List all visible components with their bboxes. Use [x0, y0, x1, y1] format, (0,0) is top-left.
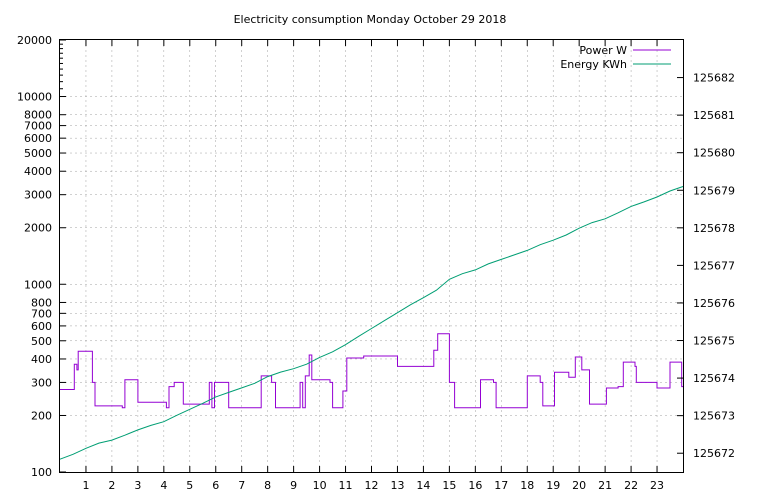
y2-tick-label: 125672: [693, 447, 735, 460]
legend-label-energy: Energy KWh: [560, 58, 627, 71]
y-tick-label: 10000: [17, 91, 52, 104]
y-tick-label: 700: [31, 307, 52, 320]
y2-tick-label: 125676: [693, 297, 735, 310]
y2-tick-label: 125677: [693, 259, 735, 272]
x-tick-label: 8: [264, 479, 271, 492]
series-line-energy: [59, 186, 684, 460]
y-tick-label: 200: [31, 409, 52, 422]
x-tick-label: 12: [365, 479, 379, 492]
plot-frame: [59, 39, 684, 473]
x-tick-label: 14: [416, 479, 430, 492]
x-tick-label: 18: [520, 479, 534, 492]
chart-title: Electricity consumption Monday October 2…: [234, 13, 507, 26]
x-tick-label: 11: [339, 479, 353, 492]
x-tick-label: 19: [546, 479, 560, 492]
legend-label-power: Power W: [579, 44, 627, 57]
y2-tick-label: 125679: [693, 184, 735, 197]
x-tick-label: 1: [82, 479, 89, 492]
x-tick-label: 3: [134, 479, 141, 492]
y-tick-label: 4000: [24, 165, 52, 178]
x-tick-label: 13: [390, 479, 404, 492]
x-tick-label: 10: [313, 479, 327, 492]
x-tick-label: 7: [238, 479, 245, 492]
grid-layer: [60, 40, 683, 472]
series-layer: [59, 186, 684, 460]
y2-tick-label: 125678: [693, 222, 735, 235]
x-tick-label: 20: [572, 479, 586, 492]
y-tick-label: 5000: [24, 147, 52, 160]
y-tick-label: 500: [31, 335, 52, 348]
x-tick-label: 22: [624, 479, 638, 492]
x-tick-label: 5: [186, 479, 193, 492]
y-tick-label: 400: [31, 353, 52, 366]
x-tick-label: 21: [598, 479, 612, 492]
y2-tick-label: 125682: [693, 72, 735, 85]
y2-tick-label: 125673: [693, 410, 735, 423]
y-tick-label: 20000: [17, 34, 52, 47]
y-tick-label: 8000: [24, 109, 52, 122]
y-tick-label: 800: [31, 296, 52, 309]
y2-tick-label: 125675: [693, 335, 735, 348]
y2-tick-label: 125681: [693, 109, 735, 122]
series-line-power: [60, 333, 683, 409]
x-tick-label: 2: [108, 479, 115, 492]
axis-layer: 1 2 3 4 5 6 7 8 9 10 11 12 13 14 15 16 17 18 19 20 21 22 23100…: [17, 34, 735, 492]
y-tick-label: 600: [31, 320, 52, 333]
x-tick-label: 16: [468, 479, 482, 492]
x-tick-label: 17: [494, 479, 508, 492]
y-tick-label: 6000: [24, 132, 52, 145]
y-tick-label: 7000: [24, 120, 52, 133]
legend: Power W Energy KWh: [560, 44, 671, 71]
x-tick-label: 6: [212, 479, 219, 492]
y-tick-label: 2000: [24, 222, 52, 235]
y-tick-label: 3000: [24, 189, 52, 202]
x-tick-label: 4: [160, 479, 167, 492]
y-tick-label: 300: [31, 376, 52, 389]
y2-tick-label: 125674: [693, 372, 735, 385]
y2-tick-label: 125680: [693, 147, 735, 160]
x-tick-label: 23: [650, 479, 664, 492]
y-tick-label: 1000: [24, 278, 52, 291]
y-tick-label: 100: [31, 466, 52, 479]
x-tick-label: 15: [442, 479, 456, 492]
x-tick-label: 9: [290, 479, 297, 492]
